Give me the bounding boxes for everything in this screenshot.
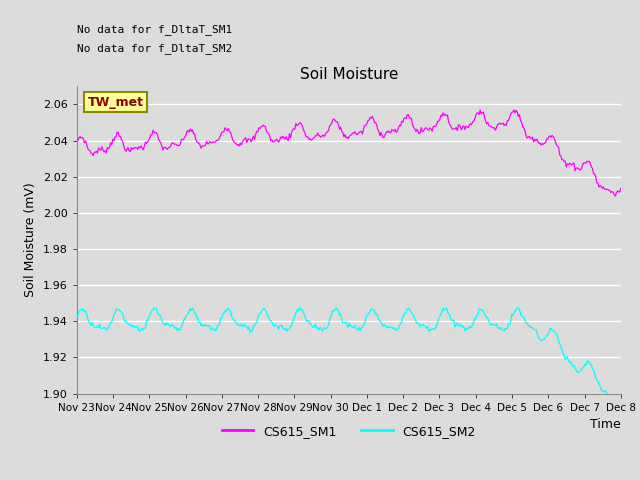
Text: TW_met: TW_met (88, 96, 144, 108)
X-axis label: Time: Time (590, 418, 621, 431)
Text: No data for f_DltaT_SM1: No data for f_DltaT_SM1 (77, 24, 232, 35)
Y-axis label: Soil Moisture (mV): Soil Moisture (mV) (24, 182, 37, 298)
Text: No data for f_DltaT_SM2: No data for f_DltaT_SM2 (77, 43, 232, 54)
Title: Soil Moisture: Soil Moisture (300, 68, 398, 83)
Legend: CS615_SM1, CS615_SM2: CS615_SM1, CS615_SM2 (217, 420, 481, 443)
